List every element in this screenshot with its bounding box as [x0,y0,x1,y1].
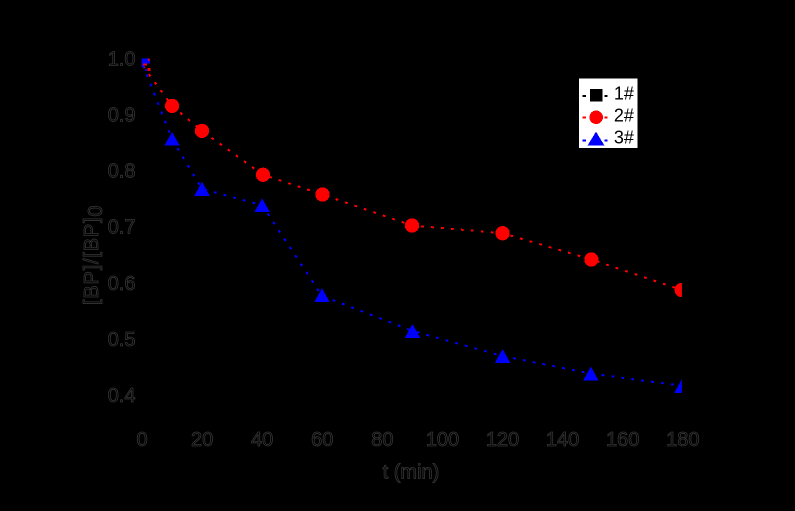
svg-text:120: 120 [486,429,519,451]
svg-text:160: 160 [606,429,639,451]
svg-text:140: 140 [546,429,579,451]
svg-text:1#: 1# [614,84,634,104]
svg-text:100: 100 [426,429,459,451]
svg-text:0.9: 0.9 [108,105,136,127]
svg-text:0.5: 0.5 [108,329,136,351]
svg-text:t (min): t (min) [383,462,440,484]
svg-text:3#: 3# [614,128,634,148]
svg-text:0.4: 0.4 [108,385,136,407]
svg-text:60: 60 [311,429,333,451]
svg-text:80: 80 [371,429,393,451]
svg-text:40: 40 [251,429,273,451]
svg-text:0: 0 [136,429,147,451]
svg-text:0.8: 0.8 [108,161,136,183]
svg-text:20: 20 [191,429,213,451]
svg-text:1.0: 1.0 [108,48,136,70]
svg-text:2#: 2# [614,106,634,126]
svg-text:0.6: 0.6 [108,273,136,295]
svg-text:0.7: 0.7 [108,217,136,239]
svg-text:180: 180 [666,429,699,451]
